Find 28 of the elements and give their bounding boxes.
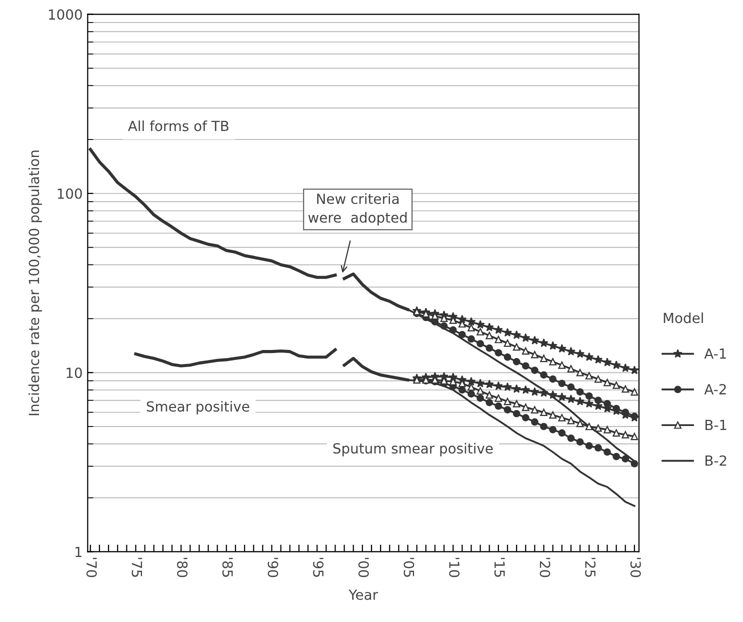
y-tick-label: 10 xyxy=(66,368,82,378)
legend-label: B-2 xyxy=(706,455,726,466)
annotation: All forms of TB xyxy=(128,120,228,132)
y-tick-label: 100 xyxy=(58,188,82,199)
annotation: New criteria were adopted xyxy=(308,193,407,226)
x-tick-label: '90 xyxy=(268,558,278,578)
legend-label: B-1 xyxy=(706,420,726,430)
x-tick-label: '75 xyxy=(132,558,142,577)
x-tick-label: '05 xyxy=(404,558,414,577)
legend-title: Model xyxy=(664,312,703,324)
x-tick-label: '00 xyxy=(358,558,369,578)
annotation: Sputum smear positive xyxy=(333,442,493,456)
y-tick-label: 1000 xyxy=(48,9,82,20)
x-tick-label: '95 xyxy=(313,558,324,577)
x-tick-label: '30 xyxy=(630,558,641,578)
x-tick-label: '70 xyxy=(86,558,97,578)
x-tick-label: '10 xyxy=(449,558,460,578)
legend-label: A-1 xyxy=(704,348,726,359)
y-axis-title: Incidence rate per 100,000 population xyxy=(28,150,42,416)
x-tick-label: '15 xyxy=(494,558,505,577)
x-tick-label: '80 xyxy=(177,558,188,578)
y-tick-label: 1 xyxy=(76,546,82,557)
annotation: Smear positive xyxy=(146,400,250,414)
legend-label: A-2 xyxy=(704,384,726,394)
x-tick-label: '85 xyxy=(222,558,233,577)
x-tick-label: '20 xyxy=(540,558,550,578)
x-tick-label: '25 xyxy=(585,558,596,577)
x-axis-title: Year xyxy=(348,590,378,600)
